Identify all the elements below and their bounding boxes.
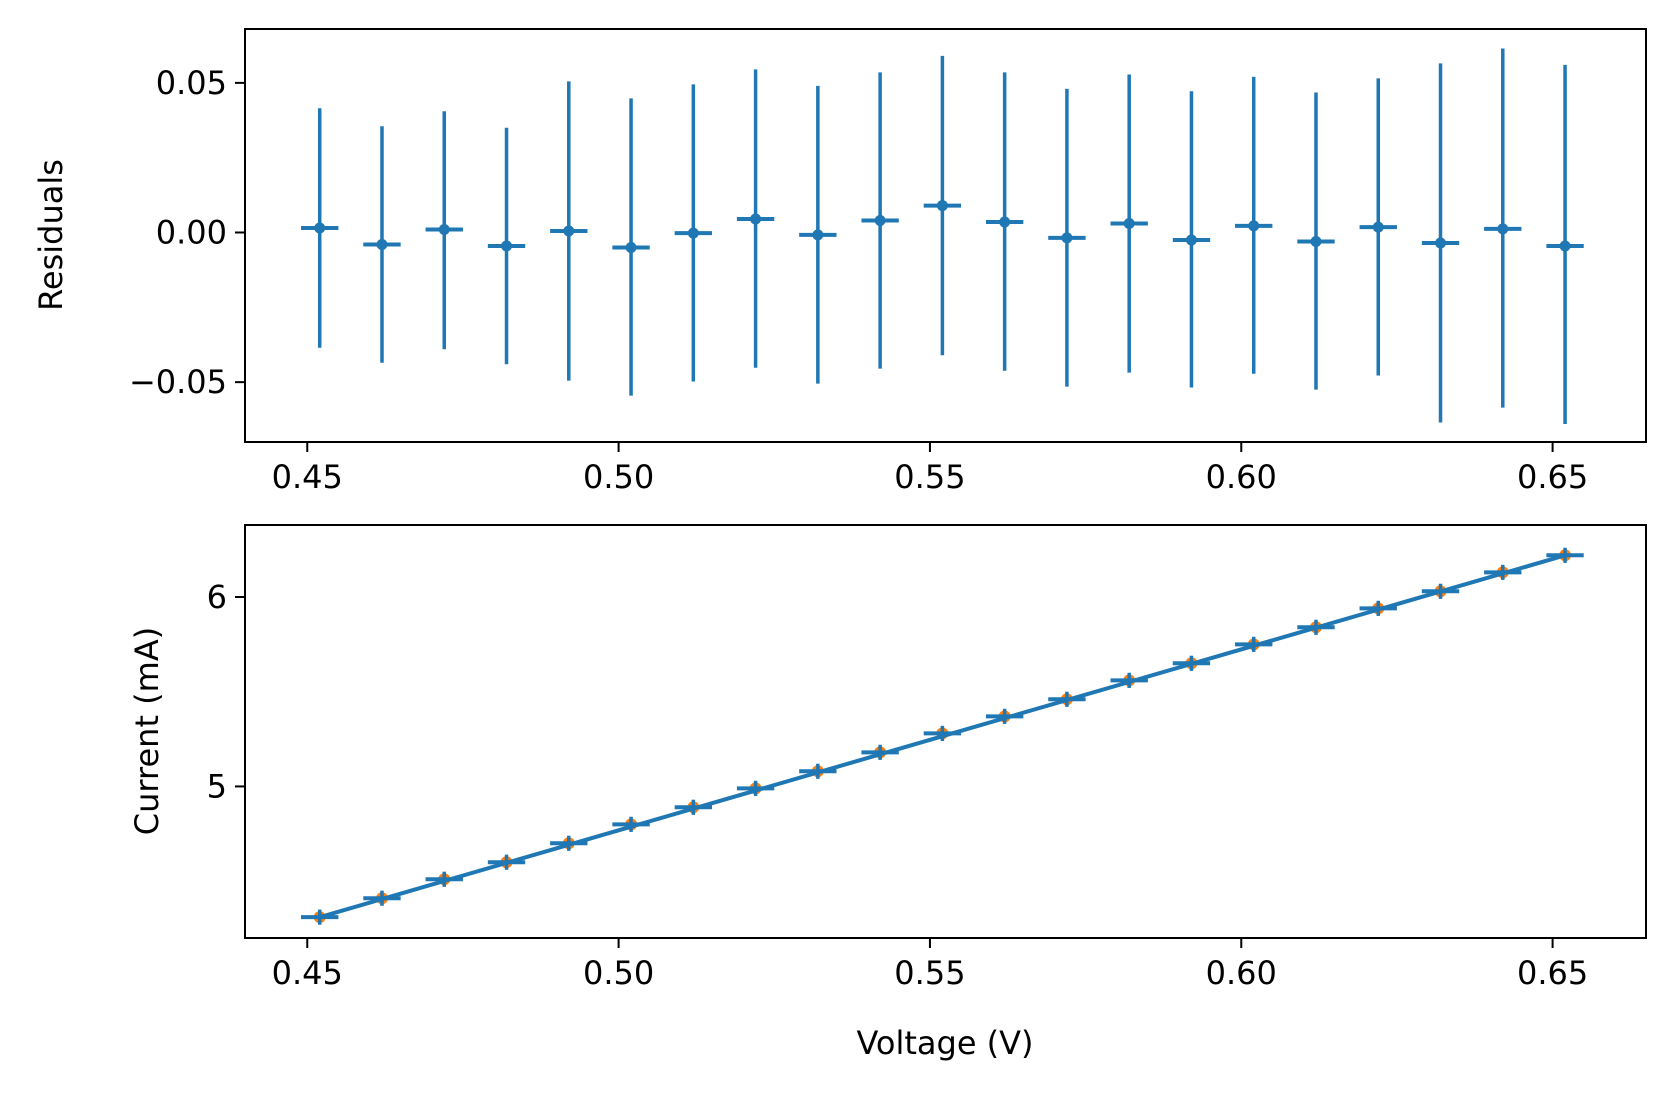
residuals-x-tick-label: 0.45 [272,458,343,496]
iv-x-axis-label: Voltage (V) [856,1024,1033,1062]
residuals-y-axis-label: Residuals [32,159,70,311]
residuals-y-tick-label: 0.00 [156,214,227,252]
residual-point [501,240,513,252]
residuals-x-tick-label: 0.65 [1517,458,1588,496]
residuals-plot-frame [244,28,1647,443]
residuals-x-tick-label: 0.55 [894,458,965,496]
iv-x-ticks: 0.45 0.50 0.55 0.60 0.65 [272,938,1588,992]
residuals-y-tick-label: 0.05 [156,64,227,102]
residual-point [1185,234,1197,246]
residual-point [1497,223,1509,235]
residuals-x-tick-label: 0.50 [583,458,654,496]
residual-point [999,216,1011,228]
iv-y-axis-label: Current (mA) [128,627,166,835]
iv-x-tick-label: 0.50 [583,954,654,992]
residuals-x-tick-label: 0.60 [1206,458,1277,496]
residual-point [1310,235,1322,247]
iv-x-tick-label: 0.55 [894,954,965,992]
iv-x-tick-label: 0.60 [1206,954,1277,992]
residual-point [1435,237,1447,249]
residual-point [1123,218,1135,230]
iv-y-tick-label: 6 [207,578,227,616]
residuals-marks [301,48,1584,425]
residual-point [438,224,450,236]
residuals-panel: 0.45 0.50 0.55 0.60 0.65 0.05 0.00 −0.05 Resid… [32,28,1647,496]
residual-point [376,238,388,250]
linear-fit-line [319,553,1566,920]
residual-point [936,200,948,212]
residuals-x-ticks: 0.45 0.50 0.55 0.60 0.65 [272,442,1588,496]
residual-point [1559,240,1571,252]
residuals-y-tick-label: −0.05 [129,363,227,401]
iv-x-tick-label: 0.65 [1517,954,1588,992]
residual-point [750,213,762,225]
residual-point [874,215,886,227]
residuals-y-ticks: 0.05 0.00 −0.05 [129,64,245,401]
iv-x-tick-label: 0.45 [272,954,343,992]
residual-point [1248,220,1260,232]
residual-point [687,227,699,239]
residual-point [1061,232,1073,244]
iv-plot-frame [244,524,1647,939]
iv-y-tick-label: 5 [207,767,227,805]
residual-point [314,222,326,234]
iv-marks [301,547,1584,925]
residual-point [812,229,824,241]
iv-panel: 0.45 0.50 0.55 0.60 0.65 56 Voltage (V) Curr… [128,524,1647,1062]
iv-y-ticks: 56 [207,578,245,805]
residual-point [1372,221,1384,233]
residual-point [563,225,575,237]
residual-point [625,241,637,253]
